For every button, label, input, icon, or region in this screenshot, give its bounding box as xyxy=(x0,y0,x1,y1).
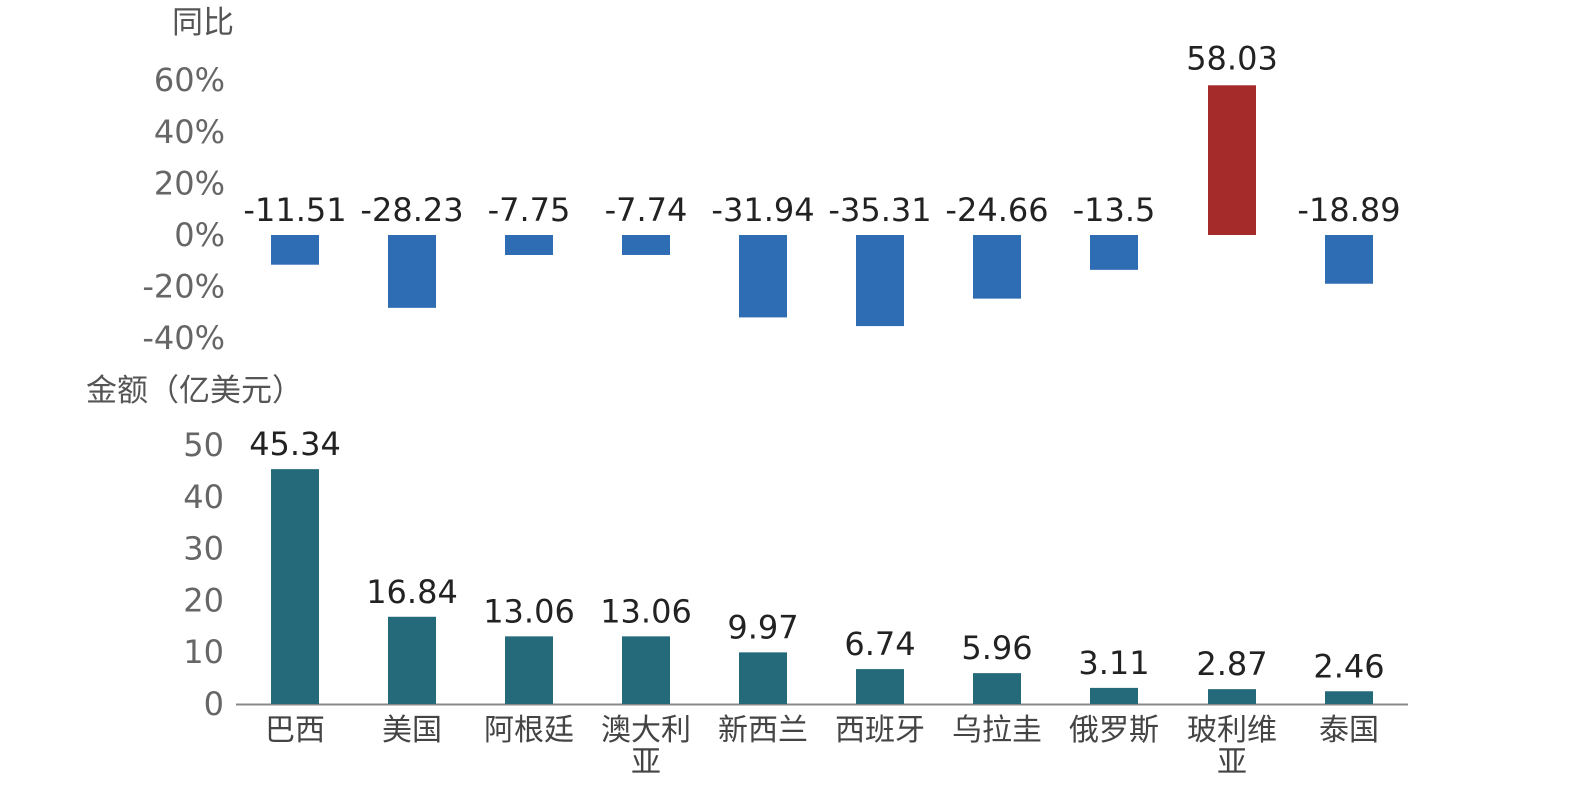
category-label: 西班牙 xyxy=(835,713,925,748)
yoy-y-tick: 20% xyxy=(154,164,225,202)
yoy-data-label: -35.31 xyxy=(828,191,931,229)
yoy-chart: 同比 60%40%20%0%-20%-40%-11.51 -28.23 -7.75-… xyxy=(142,5,1400,357)
yoy-data-label: -28.23 xyxy=(360,191,463,229)
amount-data-label: 13.06 xyxy=(600,592,692,630)
yoy-data-label: -24.66 xyxy=(945,191,1048,229)
category-label-line: 亚 xyxy=(1217,745,1247,780)
category-label-line: 新西兰 xyxy=(718,713,808,748)
amount-bar xyxy=(1325,691,1373,704)
amount-y-tick: 40 xyxy=(183,478,224,516)
amount-bar xyxy=(505,636,553,704)
category-label: 澳大利亚 xyxy=(601,713,691,780)
yoy-bar xyxy=(622,235,670,255)
amount-bar xyxy=(973,673,1021,704)
yoy-bar xyxy=(271,235,319,265)
yoy-y-tick: -40% xyxy=(142,319,225,357)
yoy-bar xyxy=(973,235,1021,299)
amount-data-label: 16.84 xyxy=(366,573,458,611)
yoy-data-label: -31.94 xyxy=(711,191,814,229)
amount-bar xyxy=(739,652,787,704)
yoy-data-label: -13.5 xyxy=(1073,191,1156,229)
category-label: 新西兰 xyxy=(718,713,808,748)
yoy-y-tick: 60% xyxy=(154,61,225,99)
yoy-data-label: -18.89 xyxy=(1297,191,1400,229)
yoy-bar xyxy=(1090,235,1138,270)
category-label-line: 玻利维 xyxy=(1187,713,1277,748)
yoy-bar xyxy=(388,235,436,308)
amount-bar xyxy=(622,636,670,704)
category-label-line: 澳大利 xyxy=(601,713,691,748)
category-label-line: 美国 xyxy=(382,713,442,748)
amount-bar xyxy=(388,616,436,704)
amount-y-tick: 50 xyxy=(183,426,224,464)
yoy-data-label: -7.74 xyxy=(605,191,688,229)
amount-data-label: 3.11 xyxy=(1078,644,1149,682)
category-label-line: 亚 xyxy=(631,745,661,780)
category-label: 俄罗斯 xyxy=(1069,713,1159,748)
yoy-axis-title: 同比 xyxy=(172,5,234,41)
category-label-line: 泰国 xyxy=(1319,713,1379,748)
category-label-line: 西班牙 xyxy=(835,713,925,748)
yoy-bar xyxy=(739,235,787,318)
amount-data-label: 2.46 xyxy=(1313,647,1384,685)
amount-y-tick: 0 xyxy=(204,685,224,723)
amount-chart: 金额（亿美元） 50 40 30 20 10 0 45.34 16.84 13.06 13.06 9… xyxy=(86,373,1408,780)
amount-data-label: 6.74 xyxy=(844,625,915,663)
amount-data-label: 9.97 xyxy=(727,608,798,646)
amount-data-label: 45.34 xyxy=(249,425,341,463)
yoy-bar xyxy=(505,235,553,255)
yoy-y-tick: -20% xyxy=(142,268,225,306)
amount-axis-title: 金额（亿美元） xyxy=(86,373,303,409)
amount-bar xyxy=(1208,689,1256,704)
yoy-data-label: 58.03 xyxy=(1186,39,1278,77)
category-label: 泰国 xyxy=(1319,713,1379,748)
category-label-line: 阿根廷 xyxy=(484,713,574,748)
yoy-bar xyxy=(1325,235,1373,284)
yoy-bar xyxy=(856,235,904,327)
yoy-y-tick: 0% xyxy=(174,216,225,254)
category-label-line: 俄罗斯 xyxy=(1069,713,1159,748)
amount-y-tick: 30 xyxy=(183,530,224,568)
yoy-data-label: -7.75 xyxy=(488,191,571,229)
category-label: 巴西 xyxy=(265,713,325,748)
amount-data-label: 5.96 xyxy=(961,629,1032,667)
category-label: 乌拉圭 xyxy=(952,713,1042,748)
yoy-y-tick: 40% xyxy=(154,113,225,151)
amount-data-label: 13.06 xyxy=(483,592,575,630)
amount-y-tick: 10 xyxy=(183,633,224,671)
amount-data-label: 2.87 xyxy=(1196,645,1267,683)
amount-y-tick: 20 xyxy=(183,581,224,619)
category-label: 阿根廷 xyxy=(484,713,574,748)
yoy-data-label: -11.51 xyxy=(243,191,346,229)
category-label-line: 乌拉圭 xyxy=(952,713,1042,748)
amount-bar xyxy=(1090,687,1138,704)
amount-bar xyxy=(856,669,904,704)
category-label-line: 巴西 xyxy=(265,713,325,748)
category-label: 美国 xyxy=(382,713,442,748)
yoy-bar xyxy=(1208,85,1256,236)
category-label: 玻利维亚 xyxy=(1187,713,1277,780)
amount-bar xyxy=(271,469,319,704)
